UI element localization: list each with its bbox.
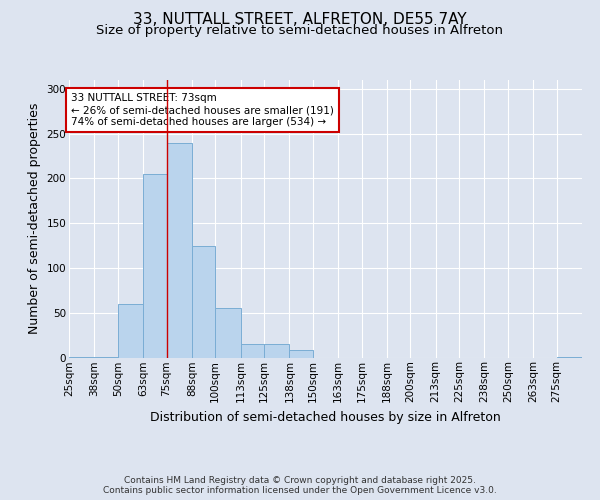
X-axis label: Distribution of semi-detached houses by size in Alfreton: Distribution of semi-detached houses by … (150, 410, 501, 424)
Bar (557, 356, 582, 358)
Text: 33 NUTTALL STREET: 73sqm
← 26% of semi-detached houses are smaller (191)
74% of : 33 NUTTALL STREET: 73sqm ← 26% of semi-d… (71, 94, 334, 126)
Bar (264, 344, 289, 358)
Bar (69, 356, 94, 358)
Bar (118, 304, 143, 358)
Y-axis label: Number of semi-detached properties: Number of semi-detached properties (28, 103, 41, 334)
Bar (192, 246, 215, 358)
Bar (215, 308, 241, 358)
Text: Size of property relative to semi-detached houses in Alfreton: Size of property relative to semi-detach… (97, 24, 503, 37)
Text: 33, NUTTALL STREET, ALFRETON, DE55 7AY: 33, NUTTALL STREET, ALFRETON, DE55 7AY (133, 12, 467, 28)
Bar (167, 142, 192, 358)
Bar (241, 344, 264, 358)
Bar (94, 356, 118, 358)
Bar (289, 350, 313, 358)
Text: Contains HM Land Registry data © Crown copyright and database right 2025.
Contai: Contains HM Land Registry data © Crown c… (103, 476, 497, 495)
Bar (143, 174, 167, 358)
